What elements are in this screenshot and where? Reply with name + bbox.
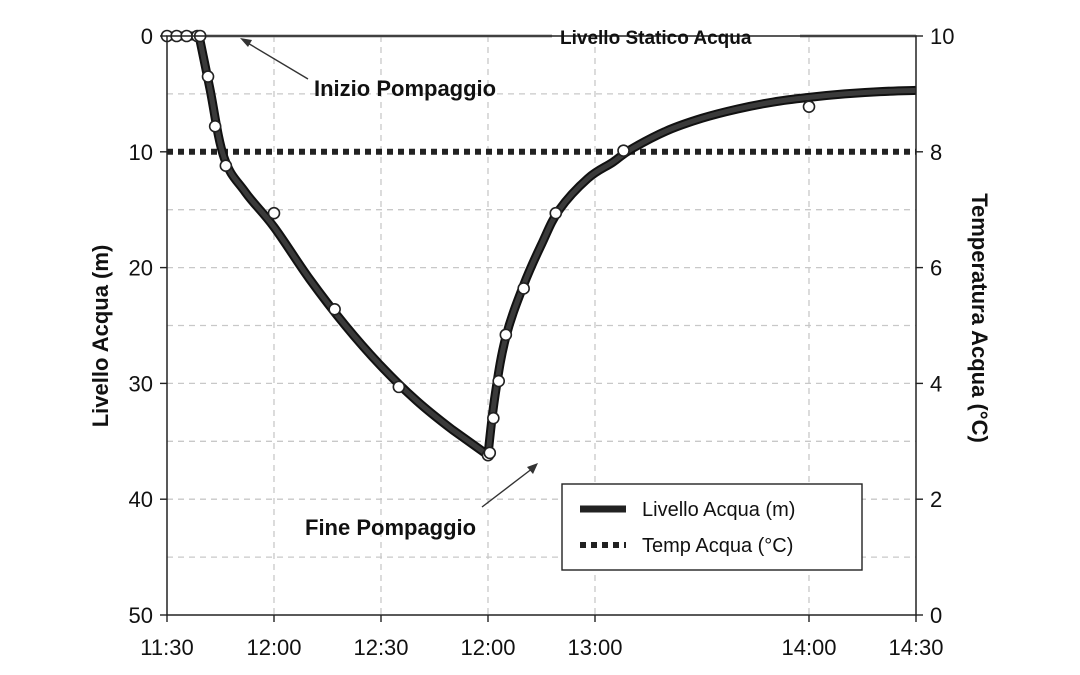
data-point-water-level — [487, 411, 500, 425]
annotation-start-arrow-line — [245, 41, 309, 80]
data-point-water-level — [208, 120, 222, 133]
y-left-tick-label: 10 — [129, 140, 153, 165]
y-right-axis-ticks: 0 2 4 6 8 10 — [916, 24, 954, 628]
legend: Livello Acqua (m) Temp Acqua (°C) — [561, 483, 863, 571]
data-point-water-level — [267, 206, 281, 220]
y-left-axis-title: Livello Acqua (m) — [88, 245, 113, 428]
y-left-tick-label: 0 — [141, 24, 153, 49]
data-point-water-level — [328, 302, 341, 316]
data-point-water-level — [219, 159, 233, 172]
x-tick-label: 11:30 — [140, 635, 193, 660]
data-point-water-level — [802, 100, 816, 113]
grid — [167, 36, 916, 615]
water-level-series-layer — [167, 31, 917, 460]
x-axis-ticks: 11:30 12:00 12:30 12:00 13:00 14:00 14:30 — [140, 615, 944, 660]
annotation-end-arrow-line — [481, 467, 534, 508]
y-right-tick-label: 10 — [930, 24, 954, 49]
x-tick-label: 12:00 — [246, 635, 301, 660]
y-right-tick-label: 8 — [930, 140, 942, 165]
data-point-water-level — [549, 206, 563, 220]
data-point-water-level — [392, 380, 406, 394]
data-point-water-level — [201, 70, 215, 83]
annotation-start-pumping: Inizio Pompaggio — [314, 76, 496, 101]
x-tick-label: 12:00 — [460, 635, 515, 660]
y-left-tick-label: 20 — [129, 256, 153, 281]
annotation-static-level: Livello Statico Acqua — [560, 28, 752, 49]
annotations: Livello Statico Acqua Inizio Pompaggio F… — [240, 28, 752, 540]
y-right-tick-label: 2 — [930, 487, 942, 512]
plot-frame — [166, 35, 917, 616]
y-right-tick-label: 6 — [930, 256, 942, 281]
legend-label-water-level: Livello Acqua (m) — [642, 499, 795, 521]
data-point-water-level — [617, 144, 630, 157]
y-left-axis-ticks: 0 10 20 30 40 50 — [129, 24, 167, 628]
data-point-water-level — [483, 446, 497, 460]
legend-box — [561, 483, 863, 571]
y-right-tick-label: 4 — [930, 371, 942, 396]
data-point-water-level — [499, 328, 513, 342]
x-tick-label: 14:00 — [781, 635, 836, 660]
x-tick-label: 14:30 — [888, 635, 943, 660]
annotation-start-arrow-head — [240, 38, 252, 47]
x-tick-label: 12:30 — [353, 635, 408, 660]
y-left-tick-label: 30 — [129, 371, 153, 396]
y-right-axis-title: Temperatura Acqua (°C) — [967, 193, 992, 443]
data-point-water-level — [492, 374, 506, 388]
x-tick-label: 13:00 — [567, 635, 622, 660]
y-left-tick-label: 40 — [129, 487, 153, 512]
series-line-water-level — [167, 33, 917, 458]
annotation-end-arrow-head — [527, 463, 538, 474]
annotation-end-pumping: Fine Pompaggio — [305, 515, 476, 540]
legend-label-water-temp: Temp Acqua (°C) — [642, 535, 793, 557]
y-right-tick-label: 0 — [930, 603, 942, 628]
data-point-water-level — [517, 282, 530, 295]
y-left-tick-label: 50 — [129, 603, 153, 628]
